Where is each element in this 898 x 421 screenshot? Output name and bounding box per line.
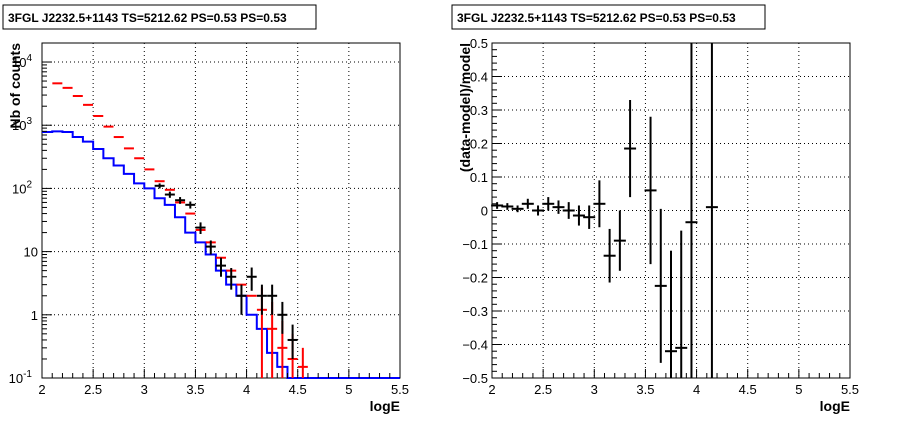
model-histogram-line xyxy=(42,130,400,379)
right-y-tick-label: 0.4 xyxy=(470,70,488,85)
right-y-tick-label: −0.1 xyxy=(462,237,488,252)
right-y-tick-label: −0.3 xyxy=(462,304,488,319)
right-ticks-group: 2 2.5 3 3.5 4 4.5 5 5.5 −0.5 −0.4 −0.3 −0.2 −0.1 0 0.1… xyxy=(462,36,859,397)
right-x-tick-label: 3 xyxy=(591,382,598,397)
left-y-axis-title: Nb of counts xyxy=(7,43,23,129)
right-y-tick-label: −0.5 xyxy=(462,371,488,386)
panel-left-frame xyxy=(41,42,401,379)
left-x-tick-label: 2.5 xyxy=(84,382,102,397)
left-y-tick-label: 10-1 xyxy=(9,369,33,386)
right-x-tick-label: 2.5 xyxy=(534,382,552,397)
right-x-tick-label: 3.5 xyxy=(636,382,654,397)
right-x-tick-label: 2 xyxy=(488,382,495,397)
right-x-tick-label: 4.5 xyxy=(739,382,757,397)
right-y-tick-label: 0.1 xyxy=(470,170,488,185)
right-y-tick-label: 0.2 xyxy=(470,137,488,152)
left-y-tick-label: 10 xyxy=(24,245,38,260)
right-y-tick-label: 0.3 xyxy=(470,103,488,118)
left-x-tick-label: 4 xyxy=(243,382,250,397)
panel-right: 2 2.5 3 3.5 4 4.5 5 5.5 −0.5 −0.4 −0.3 −0.2 −0.1 0 0.1… xyxy=(451,4,859,414)
right-series-group xyxy=(491,43,718,378)
right-x-tick-label: 4 xyxy=(693,382,700,397)
right-y-axis-title: (data-model)/model xyxy=(457,43,473,172)
right-y-tick-label: 0 xyxy=(481,204,488,219)
right-y-tick-label: −0.2 xyxy=(462,271,488,286)
left-x-tick-label: 4.5 xyxy=(289,382,307,397)
right-title-box xyxy=(451,4,766,30)
left-x-tick-label: 3.5 xyxy=(186,382,204,397)
right-x-tick-label: 5 xyxy=(795,382,802,397)
right-x-axis-title: logE xyxy=(820,398,850,414)
left-series-group xyxy=(42,82,400,379)
left-y-tick-label: 102 xyxy=(12,179,32,196)
left-x-axis-title: logE xyxy=(370,398,400,414)
right-chart-title: 3FGL J2232.5+1143 TS=5212.62 PS=0.53 PS=… xyxy=(457,11,736,25)
right-x-tick-label: 5.5 xyxy=(841,382,859,397)
right-y-tick-label: 0.5 xyxy=(470,36,488,51)
left-y-tick-label: 1 xyxy=(31,308,38,323)
left-title-box xyxy=(2,4,317,30)
left-x-tick-label: 5.5 xyxy=(391,382,409,397)
left-chart-title: 3FGL J2232.5+1143 TS=5212.62 PS=0.53 PS=… xyxy=(8,11,287,25)
left-x-tick-label: 5 xyxy=(345,382,352,397)
left-x-tick-label: 3 xyxy=(141,382,148,397)
left-x-tick-label: 2 xyxy=(38,382,45,397)
right-y-tick-label: −0.4 xyxy=(462,338,488,353)
